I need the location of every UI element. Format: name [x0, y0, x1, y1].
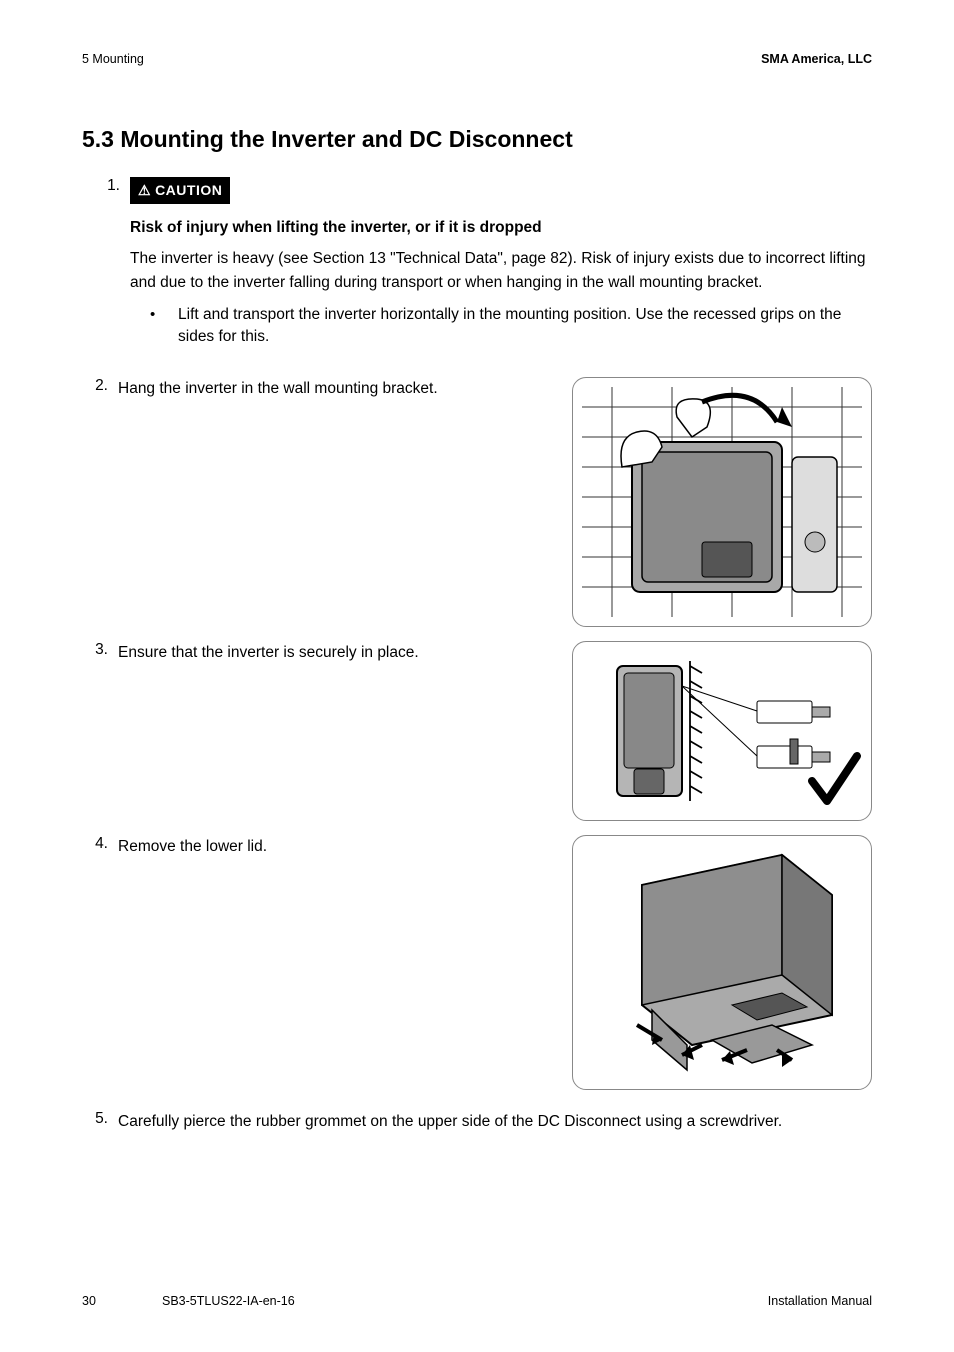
secure-inverter-icon [582, 651, 862, 811]
footer-manual: Installation Manual [768, 1294, 872, 1308]
step-5: 5. Carefully pierce the rubber grommet o… [82, 1110, 872, 1133]
step-5-number: 5. [82, 1110, 118, 1128]
section-heading: 5.3 Mounting the Inverter and DC Disconn… [82, 126, 872, 153]
bullet-icon: • [150, 304, 178, 327]
caution-badge: CAUTION [130, 177, 230, 204]
step-3-number: 3. [82, 641, 118, 659]
step-3-text: Ensure that the inverter is securely in … [118, 641, 552, 664]
figure-secure-inverter [572, 641, 872, 821]
hang-inverter-icon [582, 387, 862, 617]
header-left: 5 Mounting [82, 52, 144, 66]
page-footer: 30 SB3-5TLUS22-IA-en-16 Installation Man… [82, 1294, 872, 1308]
figure-remove-lid [572, 835, 872, 1090]
step-1-number: 1. [94, 177, 130, 195]
step-5-text: Carefully pierce the rubber grommet on t… [118, 1110, 872, 1133]
step-4: 4. Remove the lower lid. [82, 835, 872, 1090]
remove-lid-icon [582, 845, 862, 1080]
caution-paragraph: The inverter is heavy (see Section 13 "T… [130, 247, 872, 294]
bullet-text: Lift and transport the inverter horizont… [178, 304, 872, 349]
page-header: 5 Mounting SMA America, LLC [82, 52, 872, 66]
footer-doc: SB3-5TLUS22-IA-en-16 [162, 1294, 295, 1308]
step-2-number: 2. [82, 377, 118, 395]
step-2-text: Hang the inverter in the wall mounting b… [118, 377, 552, 400]
figure-hang-inverter [572, 377, 872, 627]
step-3: 3. Ensure that the inverter is securely … [82, 641, 872, 821]
step-2: 2. Hang the inverter in the wall mountin… [82, 377, 872, 627]
header-right: SMA America, LLC [761, 52, 872, 66]
step-4-number: 4. [82, 835, 118, 853]
step-1: 1. CAUTION Risk of injury when lifting t… [94, 177, 872, 349]
caution-subhead: Risk of injury when lifting the inverter… [130, 216, 872, 239]
footer-page: 30 [82, 1294, 96, 1308]
step-4-text: Remove the lower lid. [118, 835, 552, 858]
